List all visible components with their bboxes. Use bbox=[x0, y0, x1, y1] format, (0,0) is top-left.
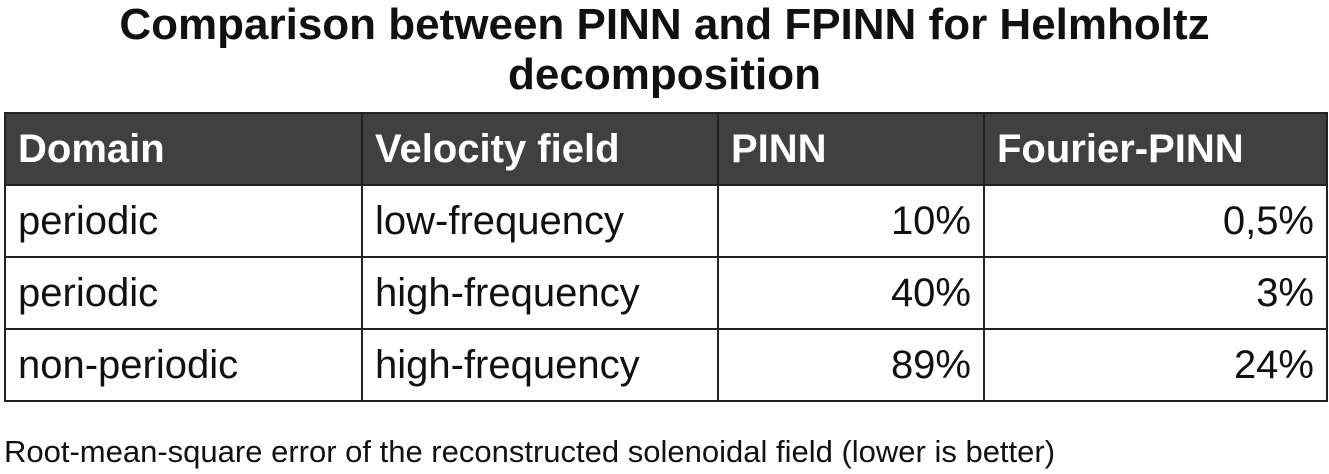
table-cell: 89% bbox=[717, 328, 985, 402]
table-cell: periodic bbox=[4, 256, 363, 330]
table-cell: non-periodic bbox=[4, 328, 363, 402]
header-row: Domain Velocity field PINN Fourier-PINN bbox=[4, 112, 1328, 186]
table-body: periodic low-frequency 10% 0,5% periodic high… bbox=[4, 184, 1328, 402]
table-row: periodic high-frequency 40% 3% bbox=[4, 256, 1328, 330]
table-cell: periodic bbox=[4, 184, 363, 258]
column-header: Velocity field bbox=[361, 112, 719, 186]
table-cell: high-frequency bbox=[361, 256, 719, 330]
table-cell: 10% bbox=[717, 184, 985, 258]
table-cell: high-frequency bbox=[361, 328, 719, 402]
title-line: Comparison between PINN and FPINN for He… bbox=[119, 0, 1210, 49]
table: Domain Velocity field PINN Fourier-PINN per… bbox=[4, 112, 1328, 402]
table-cell: 3% bbox=[983, 256, 1328, 330]
table-row: non-periodic high-frequency 89% 24% bbox=[4, 328, 1328, 402]
table-cell: 0,5% bbox=[983, 184, 1328, 258]
column-header: Fourier-PINN bbox=[983, 112, 1328, 186]
title-line: decomposition bbox=[508, 50, 821, 99]
table-row: periodic low-frequency 10% 0,5% bbox=[4, 184, 1328, 258]
column-header: PINN bbox=[717, 112, 985, 186]
title: Comparison between PINN and FPINN for He… bbox=[0, 0, 1329, 100]
table-cell: 40% bbox=[717, 256, 985, 330]
table-cell: 24% bbox=[983, 328, 1328, 402]
caption: Root-mean-square error of the reconstruc… bbox=[4, 434, 1056, 469]
table-cell: low-frequency bbox=[361, 184, 719, 258]
column-header: Domain bbox=[4, 112, 363, 186]
